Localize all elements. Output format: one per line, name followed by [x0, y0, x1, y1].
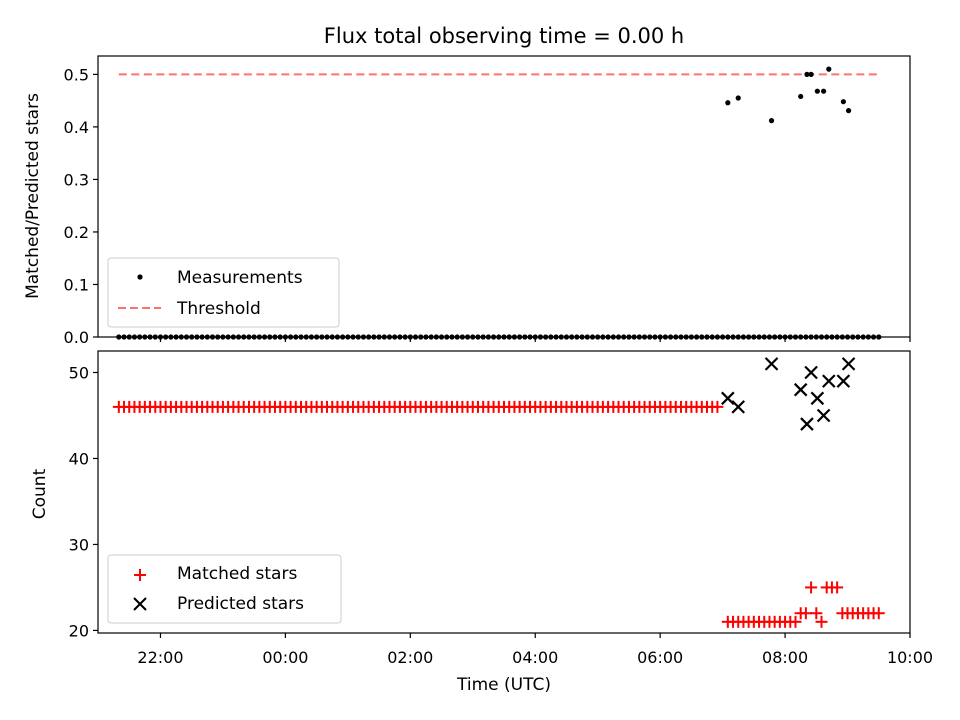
y-tick-label: 0.5 — [64, 65, 89, 84]
matched-stars-point — [789, 615, 802, 628]
top-y-axis-label: Matched/Predicted stars — [23, 93, 43, 299]
matched-stars-point — [810, 607, 823, 620]
y-tick-label: 50 — [69, 363, 89, 382]
predicted-stars-point — [822, 374, 836, 388]
y-tick-label: 0.1 — [64, 275, 89, 294]
y-tick-label: 0.3 — [64, 170, 89, 189]
predicted-stars-point — [816, 408, 831, 423]
top-axis-ticks: 0.0 0.1 0.2 0.3 0.4 0.5 — [64, 65, 911, 347]
x-tick-label: 04:00 — [512, 648, 558, 667]
legend-measurements-label: Measurements — [177, 268, 303, 288]
predicted-stars-point — [721, 391, 735, 406]
legend-predicted-stars-label: Predicted stars — [177, 594, 304, 614]
measurement-point — [814, 88, 820, 94]
top-legend-box — [107, 257, 340, 328]
bottom-y-axis-label: Count — [30, 468, 50, 519]
matched-stars-point — [815, 615, 828, 628]
measurement-point — [725, 100, 731, 106]
top-panel: 0.0 0.1 0.2 0.3 0.4 0.5 Matched/Predicted sta… — [23, 55, 911, 347]
predicted-stars-point — [793, 382, 808, 397]
measurement-point — [840, 99, 846, 105]
measurement-point — [804, 71, 810, 77]
top-axes-frame — [97, 55, 911, 338]
predicted-stars-point — [804, 365, 818, 380]
x-tick-label: 02:00 — [387, 648, 433, 667]
bottom-x-axis-label: Time (UTC) — [456, 675, 551, 695]
x-tick-label: 08:00 — [762, 648, 808, 667]
legend-matched-stars-label: Matched stars — [177, 564, 297, 584]
y-tick-label: 20 — [69, 621, 89, 640]
bottom-legend: Matched stars Predicted stars — [107, 554, 342, 624]
predicted-stars-point — [764, 357, 779, 371]
y-tick-label: 30 — [69, 535, 89, 554]
y-tick-label: 0.4 — [64, 118, 89, 137]
y-tick-label: 0.0 — [64, 328, 89, 347]
measurement-point — [798, 93, 804, 100]
matched-stars-point — [799, 607, 812, 620]
measurement-point — [845, 108, 852, 114]
x-tick-label: 00:00 — [262, 648, 308, 667]
y-tick-label: 0.2 — [64, 223, 89, 242]
matched-stars-point — [805, 581, 818, 594]
bottom-plot-marks — [112, 357, 885, 628]
y-tick-label: 40 — [69, 449, 89, 468]
top-chart-title: Flux total observing time = 0.00 h — [324, 24, 684, 48]
top-legend: Measurements Threshold — [107, 257, 340, 328]
predicted-stars-point — [731, 400, 746, 414]
measurement-point — [826, 66, 832, 72]
legend-predicted-stars-marker — [133, 597, 147, 611]
matched-stars-point — [711, 400, 724, 413]
matched-stars-point — [831, 581, 844, 594]
bottom-panel: 20 30 40 50 22:00 00:00 02:00 04:00 06:00 08:00 10… — [30, 350, 933, 695]
legend-matched-stars-marker — [134, 569, 146, 581]
x-tick-label: 22:00 — [137, 648, 183, 667]
bottom-axes-frame — [97, 350, 911, 634]
predicted-stars-point — [800, 417, 814, 431]
matched-stars-point — [872, 607, 885, 620]
bottom-legend-box — [107, 554, 342, 624]
measurement-point — [820, 88, 827, 94]
x-tick-label: 10:00 — [887, 648, 933, 667]
legend-threshold-label: Threshold — [176, 299, 261, 319]
measurement-point — [768, 118, 775, 124]
predicted-stars-point — [841, 357, 856, 371]
predicted-stars-point — [810, 391, 825, 406]
legend-measurements-marker — [137, 274, 143, 280]
x-tick-label: 06:00 — [637, 648, 683, 667]
measurement-point — [735, 95, 741, 101]
measurement-point — [808, 71, 814, 77]
predicted-stars-point — [836, 374, 851, 388]
bottom-axis-ticks: 20 30 40 50 22:00 00:00 02:00 04:00 06:00 08:00 10… — [69, 363, 933, 667]
